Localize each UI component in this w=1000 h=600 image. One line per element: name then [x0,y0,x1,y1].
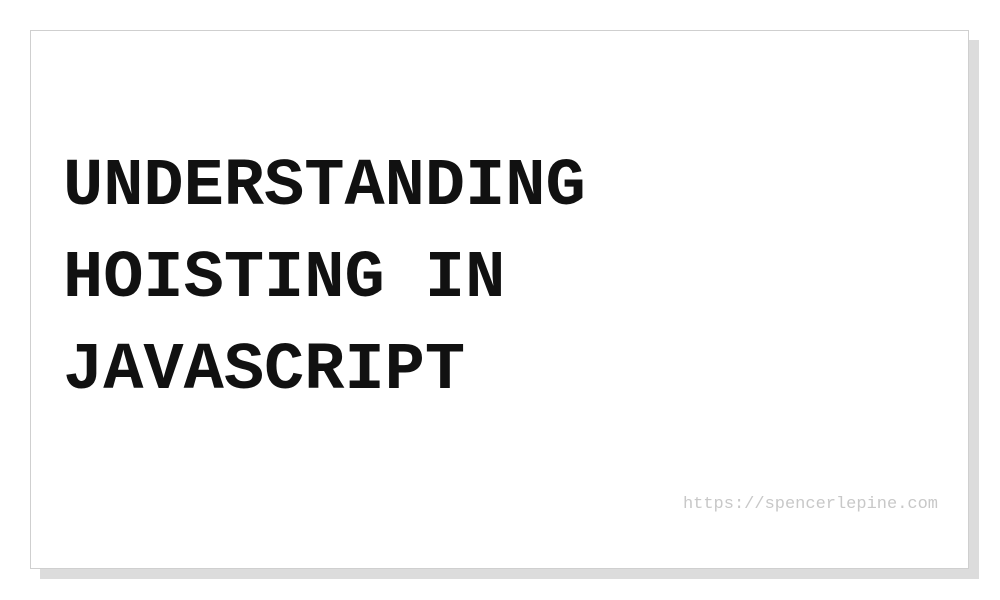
title-line-3: JAVASCRIPT [63,333,466,409]
site-url: https://spencerlepine.com [682,495,938,514]
title-line-2: HOISTING IN [63,241,506,317]
page-title: UNDERSTANDING HOISTING IN JAVASCRIPT [63,141,763,417]
title-line-1: UNDERSTANDING [63,149,586,225]
title-card: UNDERSTANDING HOISTING IN JAVASCRIPT htt… [30,30,969,569]
